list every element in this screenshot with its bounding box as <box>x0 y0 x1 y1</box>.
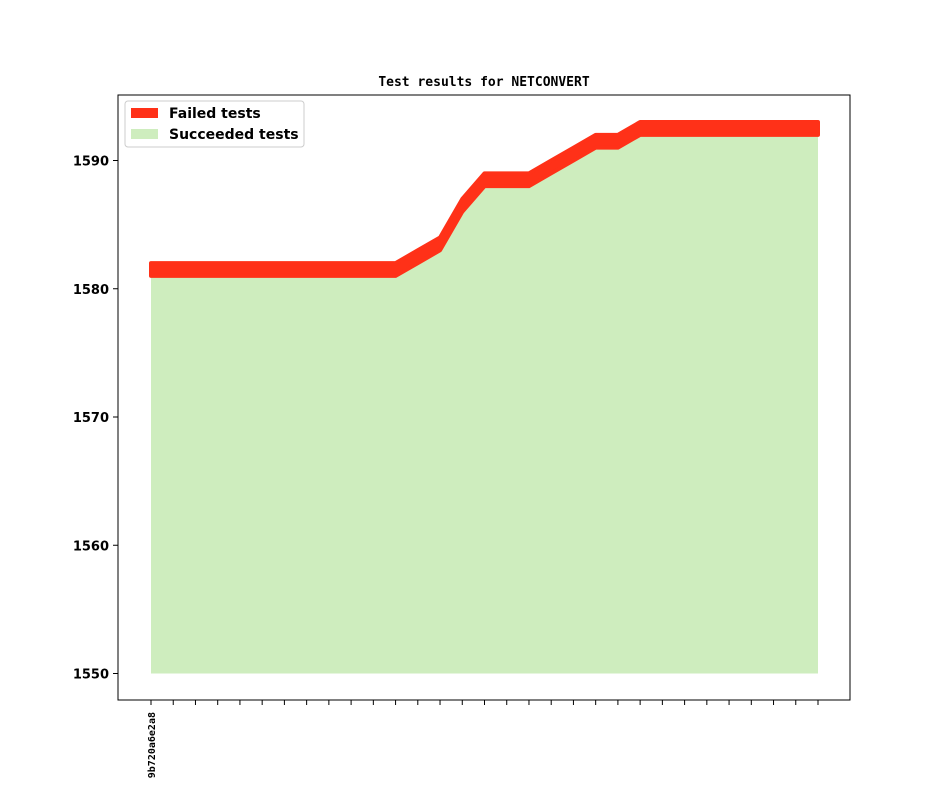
y-axis: 1550 1560 1570 1580 1590 <box>73 155 118 683</box>
y-tick-label: 1590 <box>73 155 109 170</box>
y-tick-label: 1580 <box>73 283 109 298</box>
y-tick-label: 1550 <box>73 668 109 683</box>
series-area-failed-tests <box>149 120 820 278</box>
x-axis: 9b720a6e2a8 <box>147 700 819 778</box>
series-area-succeeded-tests <box>151 134 818 674</box>
y-tick-label: 1570 <box>73 411 109 426</box>
legend-swatch-succeeded <box>131 129 158 139</box>
legend-label-succeeded: Succeeded tests <box>169 127 299 143</box>
y-tick-label: 1560 <box>73 539 109 554</box>
chart-title: Test results for NETCONVERT <box>378 75 589 90</box>
legend-swatch-failed <box>131 108 158 118</box>
plot-area <box>149 120 820 674</box>
x-tick-label: 9b720a6e2a8 <box>147 712 158 778</box>
legend-label-failed: Failed tests <box>169 106 261 122</box>
legend: Failed tests Succeeded tests <box>124 100 305 148</box>
plot-frame <box>117 94 851 701</box>
legend-box <box>124 100 305 148</box>
